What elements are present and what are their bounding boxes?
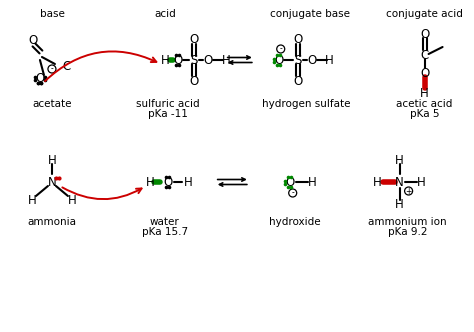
Text: O: O <box>307 53 316 66</box>
Text: O: O <box>173 53 182 66</box>
FancyArrowPatch shape <box>45 51 156 81</box>
Text: pKa 5: pKa 5 <box>410 109 439 119</box>
Text: O: O <box>420 66 429 79</box>
Text: H: H <box>395 199 404 211</box>
Text: S: S <box>294 53 301 66</box>
Text: -: - <box>292 189 294 198</box>
Text: H: H <box>146 176 154 189</box>
Text: -: - <box>279 44 282 53</box>
Text: O: O <box>28 34 37 46</box>
Text: hydroxide: hydroxide <box>269 217 320 227</box>
Text: H: H <box>27 194 36 207</box>
Text: O: O <box>36 71 45 85</box>
Text: O: O <box>293 33 302 45</box>
Text: H: H <box>373 176 382 189</box>
Text: N: N <box>47 176 56 189</box>
Text: conjugate base: conjugate base <box>270 9 350 19</box>
Text: H: H <box>161 53 169 66</box>
FancyArrowPatch shape <box>63 187 142 199</box>
Text: O: O <box>293 74 302 88</box>
Text: H: H <box>221 53 230 66</box>
Text: -: - <box>51 64 53 73</box>
Text: O: O <box>274 53 283 66</box>
Text: pKa 15.7: pKa 15.7 <box>142 227 188 237</box>
Text: acetic acid: acetic acid <box>396 99 453 109</box>
Text: O: O <box>203 53 212 66</box>
Text: O: O <box>420 28 429 41</box>
Text: ammonium ion: ammonium ion <box>368 217 447 227</box>
Text: base: base <box>39 9 64 19</box>
Text: O: O <box>189 74 199 88</box>
Text: H: H <box>417 176 426 189</box>
Text: acid: acid <box>154 9 176 19</box>
Text: water: water <box>150 217 180 227</box>
Text: O: O <box>189 33 199 45</box>
Text: sulfuric acid: sulfuric acid <box>136 99 200 109</box>
Text: C: C <box>420 48 428 61</box>
Text: O: O <box>163 176 173 189</box>
Text: +: + <box>405 187 412 196</box>
Text: H: H <box>68 194 76 207</box>
Text: hydrogen sulfate: hydrogen sulfate <box>263 99 351 109</box>
Text: H: H <box>395 153 404 167</box>
Text: N: N <box>395 176 404 189</box>
Text: conjugate acid: conjugate acid <box>386 9 463 19</box>
Text: O: O <box>285 176 294 189</box>
Text: H: H <box>325 53 334 66</box>
Text: C: C <box>63 59 71 72</box>
Text: acetate: acetate <box>32 99 72 109</box>
Text: S: S <box>190 53 198 66</box>
Text: ammonia: ammonia <box>27 217 76 227</box>
Text: H: H <box>420 87 429 100</box>
Text: pKa 9.2: pKa 9.2 <box>388 227 428 237</box>
Text: H: H <box>47 153 56 167</box>
Text: H: H <box>183 176 192 189</box>
Text: pKa -11: pKa -11 <box>148 109 188 119</box>
Text: H: H <box>308 176 317 189</box>
